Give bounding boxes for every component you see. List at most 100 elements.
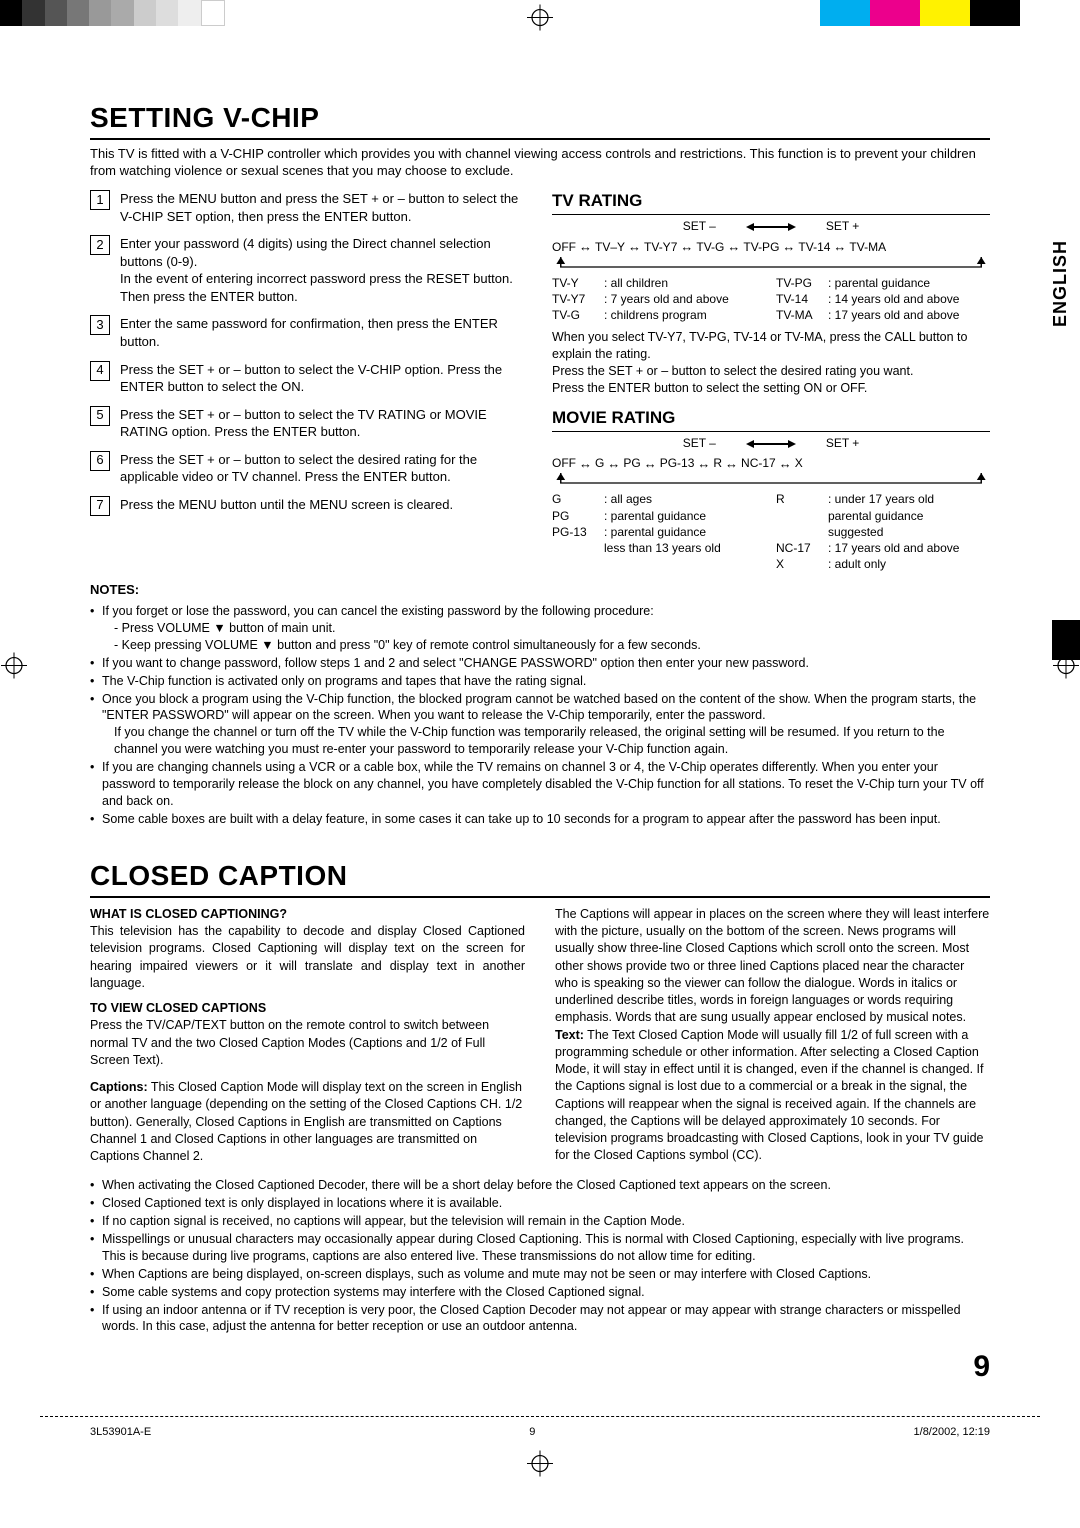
legend-line: NC-17: 17 years old and above xyxy=(776,540,990,556)
note-item: Some cable boxes are built with a delay … xyxy=(90,811,990,828)
double-arrow-icon: ↔ xyxy=(628,239,641,256)
note-item: If no caption signal is received, no cap… xyxy=(90,1213,990,1230)
legend-desc: : all children xyxy=(604,275,668,291)
step: 6Press the SET + or – button to select t… xyxy=(90,451,528,486)
legend-code: TV-G xyxy=(552,307,604,323)
note-item: Misspellings or unusual characters may o… xyxy=(90,1231,990,1265)
legend-line: G: all ages xyxy=(552,491,766,507)
double-arrow-icon: ↔ xyxy=(644,456,657,473)
legend-desc: : parental guidance xyxy=(604,508,706,524)
tv-legend: TV-Y: all childrenTV-Y7: 7 years old and… xyxy=(552,275,990,324)
note-item: If using an indoor antenna or if TV rece… xyxy=(90,1302,990,1336)
page-content: SETTING V-CHIP This TV is fitted with a … xyxy=(0,40,1080,1416)
double-arrow-icon: ↔ xyxy=(579,239,592,256)
note-item: Once you block a program using the V-Chi… xyxy=(90,691,990,759)
note-item: If you want to change password, follow s… xyxy=(90,655,990,672)
legend-line: X: adult only xyxy=(776,556,990,572)
captions-body: This Closed Caption Mode will display te… xyxy=(90,1080,522,1163)
step-text: Press the MENU button and press the SET … xyxy=(120,190,528,225)
legend-line: TV-PG: parental guidance xyxy=(776,275,990,291)
text-body: The Text Closed Caption Mode will usuall… xyxy=(555,1028,984,1163)
double-arrow-icon: ↔ xyxy=(579,456,592,473)
color-bars xyxy=(820,0,1020,26)
tv-rating-scale: OFF↔TV–Y↔TV-Y7↔TV-G↔TV-PG↔TV-14↔TV-MA xyxy=(552,239,990,256)
legend-line: R: under 17 years old xyxy=(776,491,990,507)
section-title-vchip: SETTING V-CHIP xyxy=(90,100,990,140)
step-text: Press the MENU button until the MENU scr… xyxy=(120,496,528,516)
ratings-column: TV RATING SET – SET + OFF↔TV–Y↔TV-Y7↔TV-… xyxy=(552,190,990,572)
movie-rating-title: MOVIE RATING xyxy=(552,407,990,432)
steps-column: 1 Press the MENU button and press the SET… xyxy=(90,190,528,572)
legend-code: NC-17 xyxy=(776,540,828,556)
legend-desc: : 7 years old and above xyxy=(604,291,729,307)
rating-item: OFF xyxy=(552,240,576,256)
rating-item: PG-13 xyxy=(660,456,695,472)
note-item: When Captions are being displayed, on-sc… xyxy=(90,1266,990,1283)
legend-desc: suggested xyxy=(828,524,883,540)
legend-code: TV-MA xyxy=(776,307,828,323)
section-title-cc: CLOSED CAPTION xyxy=(90,858,990,898)
legend-line: PG: parental guidance xyxy=(552,508,766,524)
legend-desc: : 17 years old and above xyxy=(828,307,959,323)
footer-date: 1/8/2002, 12:19 xyxy=(914,1425,990,1439)
step: 1 Press the MENU button and press the SET… xyxy=(90,190,528,225)
footer: 3L53901A-E 9 1/8/2002, 12:19 xyxy=(0,1417,1080,1445)
step: 2 Enter your password (4 digits) using th… xyxy=(90,235,528,305)
step: 3 Enter the same password for confirmatio… xyxy=(90,315,528,350)
legend-desc: : all ages xyxy=(604,491,652,507)
step-number: 2 xyxy=(90,235,110,255)
rating-item: R xyxy=(713,456,722,472)
rating-item: TV-Y7 xyxy=(644,240,677,256)
bidirectional-arrow-icon xyxy=(746,438,796,450)
notes-title: NOTES: xyxy=(90,582,990,599)
tv-loop-arrows xyxy=(552,257,990,271)
step-text: Enter your password (4 digits) using the… xyxy=(120,235,528,305)
cc-right-column: The Captions will appear in places on th… xyxy=(555,906,990,1166)
step-number: 7 xyxy=(90,496,110,516)
legend-code: X xyxy=(776,556,828,572)
double-arrow-icon: ↔ xyxy=(833,239,846,256)
double-arrow-icon: ↔ xyxy=(727,239,740,256)
step-number: 4 xyxy=(90,361,110,381)
rating-item: PG xyxy=(623,456,640,472)
double-arrow-icon: ↔ xyxy=(782,239,795,256)
cc-right-p1: The Captions will appear in places on th… xyxy=(555,906,990,1027)
double-arrow-icon: ↔ xyxy=(779,456,792,473)
step-number: 3 xyxy=(90,315,110,335)
cc-view-body: Press the TV/CAP/TEXT button on the remo… xyxy=(90,1017,525,1069)
cc-text-para: Text: The Text Closed Caption Mode will … xyxy=(555,1027,990,1165)
step-text: Enter the same password for confirmation… xyxy=(120,315,528,350)
legend-code: G xyxy=(552,491,604,507)
registration-top xyxy=(0,0,1080,40)
legend-line: suggested xyxy=(776,524,990,540)
bidirectional-arrow-icon xyxy=(746,221,796,233)
set-plus-label: SET + xyxy=(826,219,859,235)
rating-item: G xyxy=(595,456,604,472)
legend-desc: : under 17 years old xyxy=(828,491,934,507)
note-item: Some cable systems and copy protection s… xyxy=(90,1284,990,1301)
step-number: 1 xyxy=(90,190,110,210)
note-item: If you forget or lose the password, you … xyxy=(90,603,990,654)
step-text: Press the SET + or – button to select th… xyxy=(120,361,528,396)
set-minus-label: SET – xyxy=(683,436,716,452)
rating-item: TV-MA xyxy=(849,240,886,256)
cc-captions-para: Captions: This Closed Caption Mode will … xyxy=(90,1079,525,1165)
legend-code xyxy=(776,508,828,524)
legend-code xyxy=(776,524,828,540)
rating-item: X xyxy=(795,456,803,472)
legend-code xyxy=(552,540,604,556)
tv-rating-title: TV RATING xyxy=(552,190,990,215)
step-text: Press the SET + or – button to select th… xyxy=(120,451,528,486)
note-item: Closed Captioned text is only displayed … xyxy=(90,1195,990,1212)
step: 4 Press the SET + or – button to select t… xyxy=(90,361,528,396)
rating-item: NC-17 xyxy=(741,456,776,472)
legend-desc: less than 13 years old xyxy=(604,540,721,556)
footer-page: 9 xyxy=(529,1425,535,1439)
double-arrow-icon: ↔ xyxy=(680,239,693,256)
rating-item: TV–Y xyxy=(595,240,625,256)
cc-notes: When activating the Closed Captioned Dec… xyxy=(90,1177,990,1335)
legend-desc: : 14 years old and above xyxy=(828,291,959,307)
legend-desc: : 17 years old and above xyxy=(828,540,959,556)
tv-rating-body: When you select TV-Y7, TV-PG, TV-14 or T… xyxy=(552,329,990,397)
legend-line: TV-MA: 17 years old and above xyxy=(776,307,990,323)
